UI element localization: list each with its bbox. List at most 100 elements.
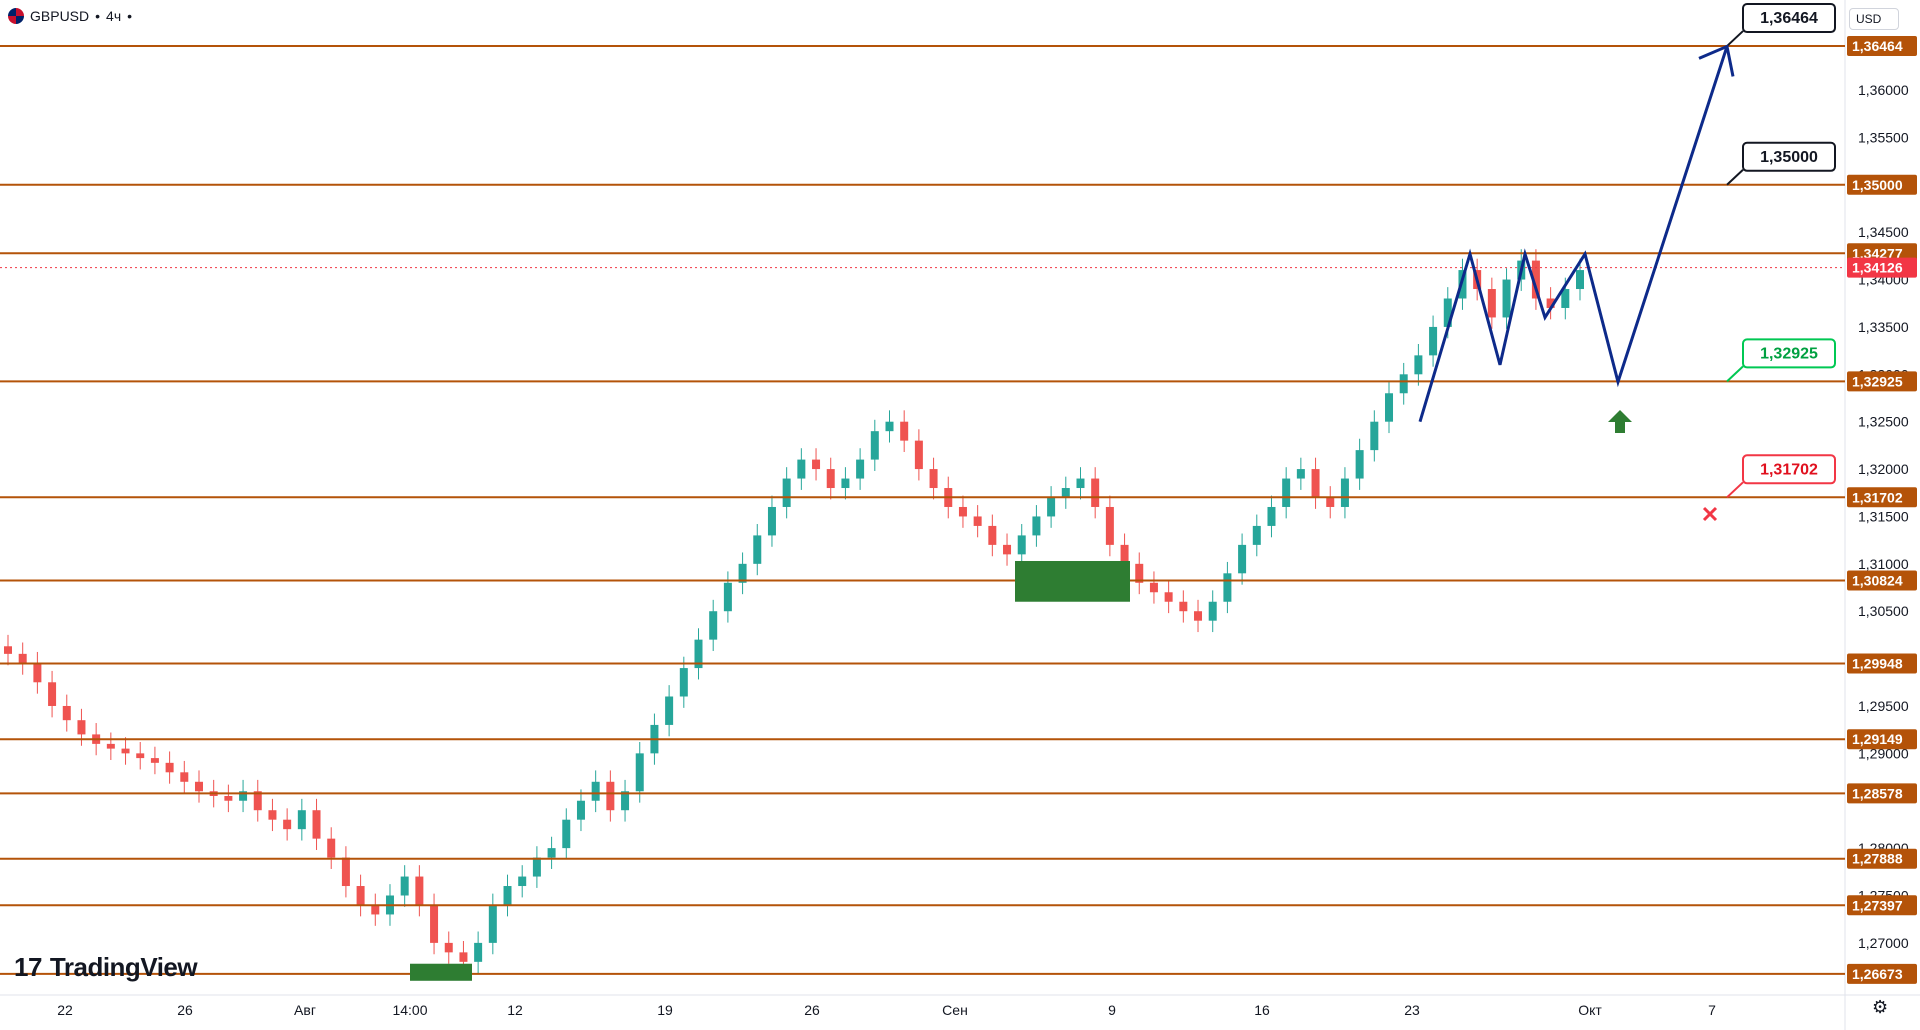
gear-icon[interactable]: ⚙	[1872, 997, 1889, 1017]
candle-body	[1326, 497, 1335, 507]
candle-body	[1370, 421, 1379, 451]
candle-body	[1561, 289, 1570, 308]
candle-body	[1576, 270, 1584, 290]
candle-body	[1091, 478, 1100, 507]
y-tick-label: 1,33500	[1858, 319, 1909, 335]
candle-body	[356, 886, 365, 905]
x-tick-label: 26	[177, 1002, 193, 1018]
header-separator: •	[95, 8, 101, 24]
candle-body	[1252, 525, 1261, 545]
candle-body	[914, 440, 923, 470]
candle-body	[841, 478, 850, 489]
candle-body	[562, 819, 571, 849]
y-tick-label: 1,34500	[1858, 224, 1909, 240]
projection-path	[1418, 45, 1729, 423]
candle-body	[532, 857, 541, 877]
candle-body	[1061, 488, 1070, 498]
candle-body	[606, 781, 615, 811]
level-tag	[1847, 895, 1917, 916]
x-tick-label: Сен	[942, 1002, 968, 1018]
candle-body	[106, 743, 115, 749]
candle-body	[870, 431, 879, 460]
up-arrow-icon	[1608, 410, 1632, 433]
candle-body	[1223, 573, 1232, 602]
level-tag-label: 1,29149	[1852, 731, 1903, 747]
candle-body	[327, 838, 336, 858]
candle-body	[1355, 450, 1364, 479]
candle-body	[1502, 279, 1511, 318]
candle-body	[444, 942, 453, 953]
x-tick-label: 9	[1108, 1002, 1116, 1018]
level-tag-label: 1,27888	[1852, 851, 1903, 867]
callout-label: 1,32925	[1760, 345, 1818, 362]
candle-body	[665, 696, 674, 725]
level-tag	[1847, 487, 1917, 508]
x-tick-label: 22	[57, 1002, 73, 1018]
y-tick-label: 1,31000	[1858, 556, 1909, 572]
projection-arrowhead	[1698, 44, 1735, 77]
candle-body	[48, 682, 57, 706]
candle-body	[753, 535, 762, 564]
candle-body	[1017, 535, 1026, 555]
candle-body	[988, 525, 997, 545]
candle-body	[283, 819, 292, 830]
candle-body	[268, 810, 277, 820]
candle-body	[224, 796, 233, 801]
candle-body	[1531, 260, 1540, 299]
candle-body	[723, 582, 732, 612]
level-tag-label: 1,31702	[1852, 489, 1903, 505]
candle-body	[430, 904, 439, 943]
candle-body	[1047, 497, 1056, 517]
candle-body	[1208, 601, 1217, 621]
candle-body	[33, 663, 42, 683]
candle-body	[856, 459, 865, 479]
y-tick-label: 1,32000	[1858, 461, 1909, 477]
candle-body	[694, 639, 703, 669]
candle-body	[1385, 393, 1394, 422]
gb-us-flag-icon	[8, 8, 24, 24]
candle-body	[1443, 298, 1452, 327]
callout-pointer	[1726, 365, 1744, 383]
candle-body	[62, 705, 71, 721]
candle-body	[518, 876, 527, 887]
y-tick-label: 1,36000	[1858, 82, 1909, 98]
candle-body	[1340, 478, 1349, 507]
candle-body	[503, 886, 512, 905]
currency-button[interactable]: USD	[1849, 8, 1899, 30]
level-tag	[1847, 36, 1917, 57]
x-tick-label: 23	[1404, 1002, 1420, 1018]
symbol-header[interactable]: GBPUSD • 4ч •	[8, 6, 132, 26]
y-tick-label: 1,30500	[1858, 603, 1909, 619]
candle-body	[1311, 469, 1320, 498]
candle-body	[1429, 326, 1438, 356]
candle-body	[371, 904, 380, 915]
candle-body	[782, 478, 791, 507]
callout-box	[1742, 338, 1836, 369]
candle-body	[929, 469, 938, 489]
level-tag-label: 1,35000	[1852, 177, 1903, 193]
y-tick-label: 1,35500	[1858, 129, 1909, 145]
level-tag	[1847, 963, 1917, 984]
candle-body	[4, 646, 12, 654]
callout-pointer	[1726, 169, 1744, 186]
candle-body	[1194, 611, 1203, 621]
candle-body	[474, 942, 483, 962]
x-tick-label: 7	[1708, 1002, 1716, 1018]
candle-body	[1238, 544, 1247, 574]
level-tag-label: 1,28578	[1852, 785, 1903, 801]
candle-body	[194, 781, 203, 792]
candle-body	[136, 753, 145, 759]
candle-body	[547, 848, 556, 858]
candle-body	[1120, 544, 1129, 564]
candle-body	[253, 791, 262, 811]
cross-icon	[1702, 506, 1718, 522]
candle-body	[488, 904, 497, 943]
level-tag-label: 1,32925	[1852, 373, 1903, 389]
candle-body	[812, 459, 821, 470]
candle-body	[591, 781, 600, 801]
level-tag	[1847, 174, 1917, 195]
callout-label: 1,35000	[1760, 149, 1818, 166]
candle-body	[973, 516, 982, 526]
candle-body	[415, 876, 424, 905]
